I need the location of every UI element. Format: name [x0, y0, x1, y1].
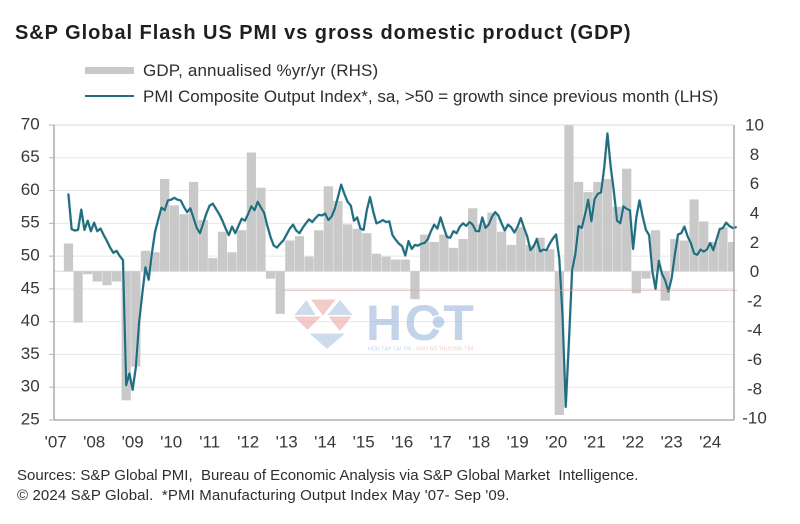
- svg-text:4: 4: [750, 203, 759, 222]
- svg-text:40: 40: [21, 311, 40, 330]
- svg-text:'18: '18: [468, 433, 490, 452]
- svg-text:-4: -4: [747, 321, 762, 340]
- svg-text:'13: '13: [276, 433, 298, 452]
- svg-text:50: 50: [21, 246, 40, 265]
- svg-text:HỖN TẠP TÀI TRÍ - KHO SỐ THƯƠN: HỖN TẠP TÀI TRÍ - KHO SỐ THƯƠNG TÍN: [368, 346, 473, 353]
- svg-text:'08: '08: [83, 433, 105, 452]
- svg-text:'21: '21: [584, 433, 606, 452]
- svg-text:'10: '10: [160, 433, 182, 452]
- svg-text:'09: '09: [122, 433, 144, 452]
- svg-text:10: 10: [745, 116, 764, 135]
- svg-text:65: 65: [21, 147, 40, 166]
- svg-text:'15: '15: [353, 433, 375, 452]
- svg-text:'22: '22: [622, 433, 644, 452]
- svg-text:-2: -2: [747, 291, 762, 310]
- svg-text:-6: -6: [747, 350, 762, 369]
- svg-text:'24: '24: [699, 433, 721, 452]
- svg-text:'14: '14: [314, 433, 336, 452]
- svg-text:35: 35: [21, 344, 40, 363]
- svg-text:'20: '20: [545, 433, 567, 452]
- svg-text:'07: '07: [45, 433, 67, 452]
- svg-text:-8: -8: [747, 379, 762, 398]
- svg-text:8: 8: [750, 145, 759, 164]
- svg-text:60: 60: [21, 180, 40, 199]
- svg-text:30: 30: [21, 377, 40, 396]
- svg-text:-10: -10: [742, 409, 767, 428]
- svg-text:'12: '12: [237, 433, 259, 452]
- svg-text:55: 55: [21, 213, 40, 232]
- svg-text:45: 45: [21, 278, 40, 297]
- svg-text:HCT: HCT: [366, 295, 476, 351]
- svg-text:70: 70: [21, 114, 40, 133]
- svg-text:0: 0: [750, 262, 759, 281]
- svg-text:25: 25: [21, 409, 40, 428]
- svg-text:6: 6: [750, 174, 759, 193]
- svg-text:'16: '16: [391, 433, 413, 452]
- svg-text:'19: '19: [507, 433, 529, 452]
- svg-text:'11: '11: [199, 433, 220, 452]
- svg-text:'23: '23: [661, 433, 683, 452]
- svg-text:2: 2: [750, 233, 759, 252]
- svg-text:'17: '17: [430, 433, 452, 452]
